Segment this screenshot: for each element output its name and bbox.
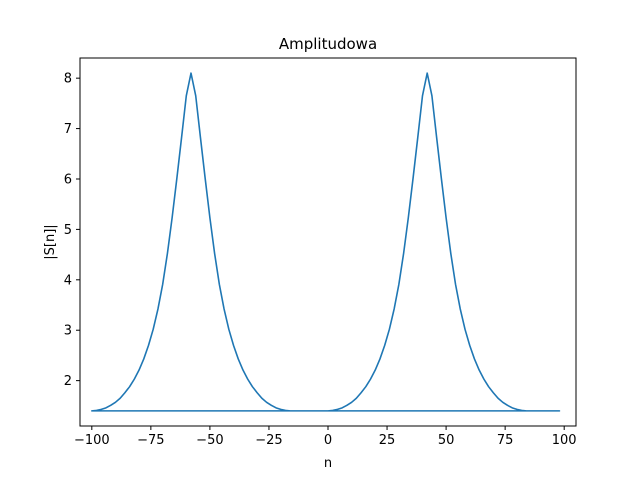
x-tick-label: 0 — [324, 433, 332, 448]
y-tick-label: 6 — [64, 172, 72, 187]
x-tick-label: 100 — [552, 433, 577, 448]
y-tick-label: 5 — [64, 223, 72, 238]
x-tick-label: 75 — [497, 433, 514, 448]
y-tick-label: 3 — [64, 324, 72, 339]
series-line-0 — [91, 72, 561, 412]
y-axis-label: |S[n]| — [43, 224, 58, 259]
x-axis: −100 −75 −50 −25 0 25 50 75 100 — [74, 426, 577, 448]
x-tick-label: −50 — [196, 433, 223, 448]
x-tick-label: −75 — [137, 433, 164, 448]
y-tick-label: 7 — [64, 122, 72, 137]
chart-title: Amplitudowa — [279, 35, 377, 53]
x-tick-label: −25 — [255, 433, 282, 448]
y-axis: 2 3 4 5 6 7 8 — [64, 72, 80, 389]
y-tick-label: 8 — [64, 72, 72, 87]
x-tick-label: 25 — [379, 433, 396, 448]
x-tick-label: 50 — [438, 433, 455, 448]
y-tick-label: 2 — [64, 374, 72, 389]
x-axis-label: n — [324, 456, 332, 471]
y-tick-label: 4 — [64, 273, 72, 288]
plot-area — [91, 72, 561, 412]
x-tick-label: −100 — [74, 433, 110, 448]
